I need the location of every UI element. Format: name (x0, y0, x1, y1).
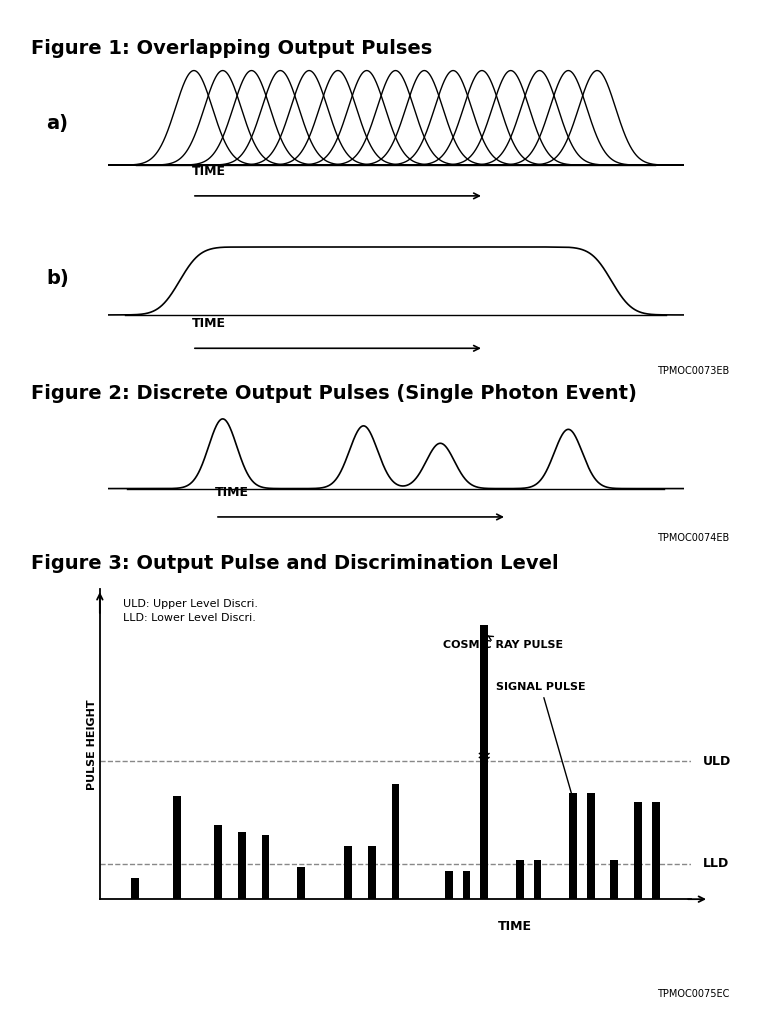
Bar (173, 797, 180, 899)
Bar (652, 802, 660, 899)
Text: LLD: LLD (703, 858, 730, 871)
Bar (297, 868, 305, 899)
Bar (480, 625, 488, 751)
Text: ULD: Upper Level Discri.
LLD: Lower Level Discri.: ULD: Upper Level Discri. LLD: Lower Leve… (124, 598, 259, 623)
Text: Figure 1: Overlapping Output Pulses: Figure 1: Overlapping Output Pulses (31, 40, 432, 58)
Text: Figure 3: Output Pulse and Discrimination Level: Figure 3: Output Pulse and Discriminatio… (31, 555, 558, 573)
Text: a): a) (46, 115, 68, 133)
Text: COSMIC RAY PULSE: COSMIC RAY PULSE (443, 635, 563, 649)
Bar (445, 871, 452, 899)
Y-axis label: PULSE HEIGHT: PULSE HEIGHT (87, 699, 97, 789)
Text: TIME: TIME (498, 920, 531, 933)
Text: TPMOC0074EB: TPMOC0074EB (657, 533, 730, 544)
Bar (516, 861, 524, 899)
Text: TIME: TIME (215, 486, 249, 499)
Text: Figure 2: Discrete Output Pulses (Single Photon Event): Figure 2: Discrete Output Pulses (Single… (31, 384, 637, 402)
Text: TIME: TIME (192, 317, 226, 330)
Text: TPMOC0075EC: TPMOC0075EC (657, 989, 730, 999)
Text: TPMOC0073EB: TPMOC0073EB (657, 366, 730, 376)
Bar (634, 802, 642, 899)
Bar (480, 625, 488, 899)
Bar (587, 792, 594, 899)
Bar (262, 835, 270, 899)
Bar (131, 878, 139, 899)
Bar (462, 871, 470, 899)
Bar (611, 861, 618, 899)
Bar (534, 861, 541, 899)
Bar (569, 792, 577, 899)
Bar (238, 832, 246, 899)
Bar (392, 784, 399, 899)
Text: SIGNAL PULSE: SIGNAL PULSE (496, 682, 586, 805)
Text: b): b) (46, 269, 69, 288)
Text: ULD: ULD (703, 755, 731, 767)
Bar (344, 846, 352, 899)
Text: TIME: TIME (192, 165, 226, 178)
Bar (214, 825, 222, 899)
Bar (368, 846, 376, 899)
